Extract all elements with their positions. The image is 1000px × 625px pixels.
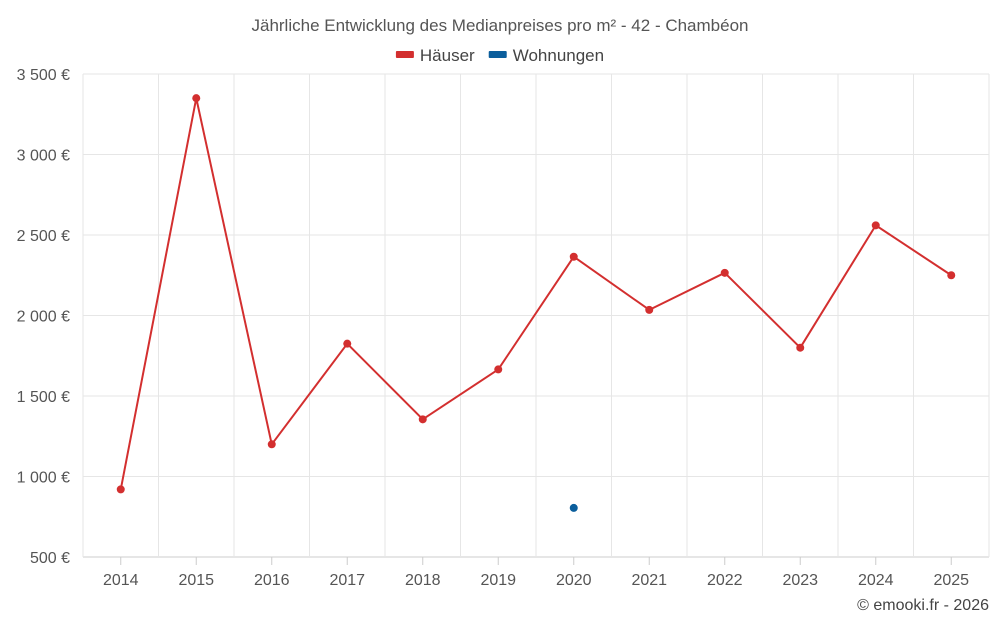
x-tick-label: 2014 <box>103 572 139 589</box>
x-tick-label: 2025 <box>933 572 969 589</box>
credit-label: © emooki.fr - 2026 <box>857 597 989 614</box>
legend: Häuser Wohnungen <box>395 46 604 65</box>
legend-item-häuser[interactable]: Häuser <box>395 46 475 65</box>
y-tick-label: 1 500 € <box>17 389 70 406</box>
x-tick-label: 2015 <box>178 572 214 589</box>
series-wohnungen <box>569 503 578 512</box>
y-tick-label: 1 000 € <box>17 470 70 487</box>
data-point[interactable] <box>796 343 805 352</box>
legend-swatch <box>488 51 507 58</box>
x-tick-label: 2022 <box>707 572 743 589</box>
x-tick-label: 2024 <box>858 572 894 589</box>
y-tick-label: 3 000 € <box>17 148 70 165</box>
legend-label: Wohnungen <box>513 46 604 65</box>
chart-title: Jährliche Entwicklung des Medianpreises … <box>251 16 748 35</box>
x-tick-label: 2021 <box>631 572 667 589</box>
data-point[interactable] <box>418 415 427 424</box>
data-point[interactable] <box>343 339 352 348</box>
data-point[interactable] <box>720 268 729 277</box>
x-tick-label: 2017 <box>329 572 365 589</box>
y-tick-label: 3 500 € <box>17 67 70 84</box>
x-tick-label: 2018 <box>405 572 441 589</box>
x-tick-label: 2023 <box>782 572 818 589</box>
y-axis-ticks: 500 € 1 000 € 1 500 € 2 000 € 2 500 € 3 000 €… <box>17 67 70 567</box>
legend-label: Häuser <box>420 46 475 65</box>
data-point[interactable] <box>116 485 125 494</box>
series-line <box>119 97 952 490</box>
data-point[interactable] <box>494 365 503 374</box>
grid <box>82 73 990 565</box>
x-tick-label: 2020 <box>556 572 592 589</box>
series-häuser <box>116 94 956 494</box>
series-layer <box>116 94 956 512</box>
y-tick-label: 2 500 € <box>17 228 70 245</box>
data-point[interactable] <box>645 305 654 314</box>
data-point[interactable] <box>947 271 956 280</box>
x-tick-label: 2019 <box>480 572 516 589</box>
y-tick-label: 500 € <box>30 550 70 567</box>
data-point[interactable] <box>569 503 578 512</box>
x-tick-label: 2016 <box>254 572 290 589</box>
x-axis-ticks: 2014 2015 2016 2017 2018 2019 2020 2021 2022 2023… <box>103 572 969 589</box>
y-tick-label: 2 000 € <box>17 309 70 326</box>
data-point[interactable] <box>871 221 880 230</box>
data-point[interactable] <box>267 440 276 449</box>
data-point[interactable] <box>192 94 201 103</box>
data-point[interactable] <box>569 252 578 261</box>
legend-swatch <box>395 51 414 58</box>
legend-item-wohnungen[interactable]: Wohnungen <box>488 46 604 65</box>
